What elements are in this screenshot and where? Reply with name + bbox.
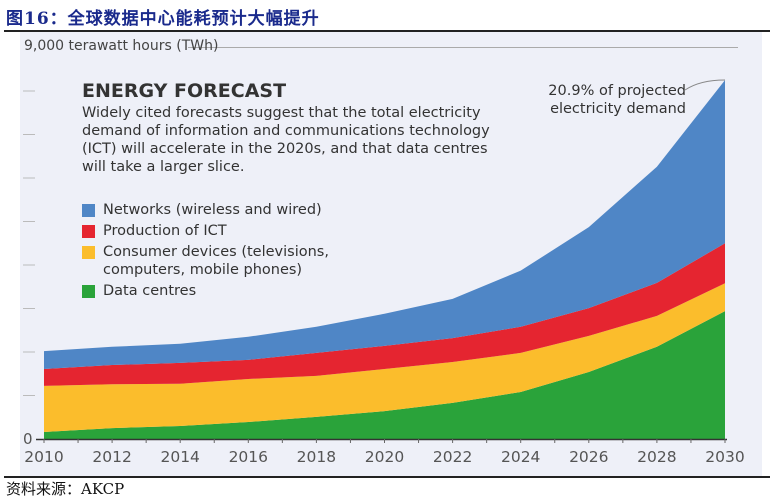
legend-label: Networks (wireless and wired) bbox=[103, 202, 322, 218]
chart-title: ENERGY FORECAST bbox=[82, 80, 287, 102]
legend-item-production: Production of ICT bbox=[82, 222, 363, 240]
y-tick-label: 0 bbox=[23, 430, 33, 448]
annotation-leader bbox=[684, 79, 726, 91]
y-axis-label: 9,000 terawatt hours (TWh) bbox=[24, 38, 219, 54]
legend-item-networks: Networks (wireless and wired) bbox=[82, 201, 363, 219]
area-networks bbox=[44, 80, 725, 369]
legend-label: Data centres bbox=[103, 283, 197, 299]
legend-label: Production of ICT bbox=[103, 223, 227, 239]
x-tick-label: 2014 bbox=[160, 448, 199, 466]
source-note: 资料来源：AKCP bbox=[6, 480, 125, 498]
legend: Networks (wireless and wired) Production… bbox=[82, 201, 363, 303]
area-data bbox=[44, 311, 725, 439]
figure-title: 图16：全球数据中心能耗预计大幅提升 bbox=[6, 9, 320, 29]
x-tick-label: 2028 bbox=[637, 448, 676, 466]
legend-swatch bbox=[82, 246, 95, 259]
top-rule bbox=[4, 30, 770, 32]
x-tick-label: 2012 bbox=[92, 448, 131, 466]
bottom-rule bbox=[4, 476, 770, 478]
legend-swatch bbox=[82, 285, 95, 298]
x-tick-label: 2024 bbox=[501, 448, 540, 466]
area-production bbox=[44, 243, 725, 386]
x-tick-label: 2022 bbox=[433, 448, 472, 466]
legend-item-consumer: Consumer devices (televisions, computers… bbox=[82, 243, 363, 279]
chart-subtitle: Widely cited forecasts suggest that the … bbox=[82, 105, 490, 175]
x-tick-label: 2026 bbox=[569, 448, 608, 466]
annotation: 20.9% of projected electricity demand bbox=[548, 83, 686, 117]
legend-swatch bbox=[82, 225, 95, 238]
x-tick-label: 2020 bbox=[365, 448, 404, 466]
legend-label: Consumer devices (televisions, computers… bbox=[103, 244, 329, 278]
x-tick-label: 2010 bbox=[24, 448, 63, 466]
x-tick-label: 2030 bbox=[705, 448, 744, 466]
legend-swatch bbox=[82, 204, 95, 217]
x-tick-label: 2018 bbox=[297, 448, 336, 466]
area-consumer bbox=[44, 283, 725, 433]
legend-item-datacentres: Data centres bbox=[82, 282, 363, 300]
x-tick-label: 2016 bbox=[229, 448, 268, 466]
